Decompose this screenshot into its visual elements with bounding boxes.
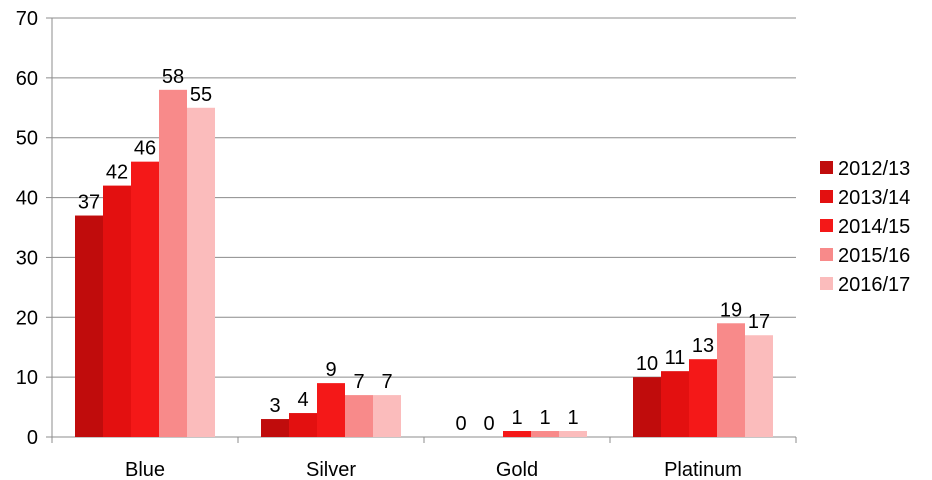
data-label: 58	[162, 66, 184, 88]
bar	[261, 419, 289, 437]
data-label: 0	[483, 413, 494, 435]
x-tick-label: Silver	[306, 459, 356, 480]
data-label: 1	[567, 407, 578, 429]
data-label: 1	[511, 407, 522, 429]
data-label: 11	[665, 347, 686, 369]
bar	[531, 431, 559, 437]
x-tick-label: Gold	[496, 459, 538, 480]
legend-swatch	[820, 219, 833, 232]
legend-label: 2013/14	[838, 187, 910, 209]
bar	[289, 413, 317, 437]
data-label: 19	[720, 299, 742, 321]
y-tick-label: 0	[27, 427, 38, 449]
y-tick-label: 50	[16, 128, 38, 150]
legend-swatch	[820, 277, 833, 290]
legend-label: 2015/16	[838, 245, 910, 267]
bar	[689, 359, 717, 437]
data-label: 10	[636, 353, 658, 375]
legend-label: 2014/15	[838, 216, 910, 238]
legend-swatch	[820, 161, 833, 174]
bar	[345, 395, 373, 437]
data-label: 7	[381, 371, 392, 393]
data-label: 13	[692, 335, 714, 357]
data-label: 3	[269, 395, 280, 417]
y-tick-label: 30	[16, 247, 38, 269]
y-tick-label: 20	[16, 307, 38, 329]
bar	[187, 107, 215, 438]
legend: 2012/13 2013/14 2014/15 2015/16 2016/17	[820, 158, 910, 296]
bars	[75, 89, 773, 438]
legend-swatch	[820, 190, 833, 203]
data-label: 55	[190, 84, 212, 106]
data-label: 46	[134, 138, 156, 160]
y-tick-label: 40	[16, 188, 38, 210]
bar	[159, 89, 187, 437]
data-label: 4	[297, 389, 308, 411]
legend-swatch	[820, 248, 833, 261]
bar	[717, 323, 745, 437]
bar	[373, 395, 401, 437]
bar	[317, 383, 345, 437]
bar	[633, 377, 661, 437]
bar	[75, 215, 103, 437]
x-tick-label: Blue	[125, 459, 165, 480]
data-label: 7	[353, 371, 364, 393]
data-label: 1	[539, 407, 550, 429]
y-tick-label: 60	[16, 68, 38, 90]
data-label: 0	[455, 413, 466, 435]
bar	[503, 431, 531, 437]
x-tick-label: Platinum	[664, 459, 742, 480]
legend-label: 2016/17	[838, 274, 910, 296]
data-label: 42	[106, 162, 128, 184]
legend-label: 2012/13	[838, 158, 910, 180]
bar	[131, 161, 159, 437]
bar	[745, 335, 773, 437]
data-label: 37	[78, 192, 100, 214]
bar	[103, 185, 131, 437]
data-label: 9	[325, 359, 336, 381]
data-label: 17	[748, 311, 770, 333]
y-tick-label: 10	[16, 367, 38, 389]
bar	[661, 371, 689, 437]
bar	[559, 431, 587, 437]
y-tick-label: 70	[16, 8, 38, 30]
